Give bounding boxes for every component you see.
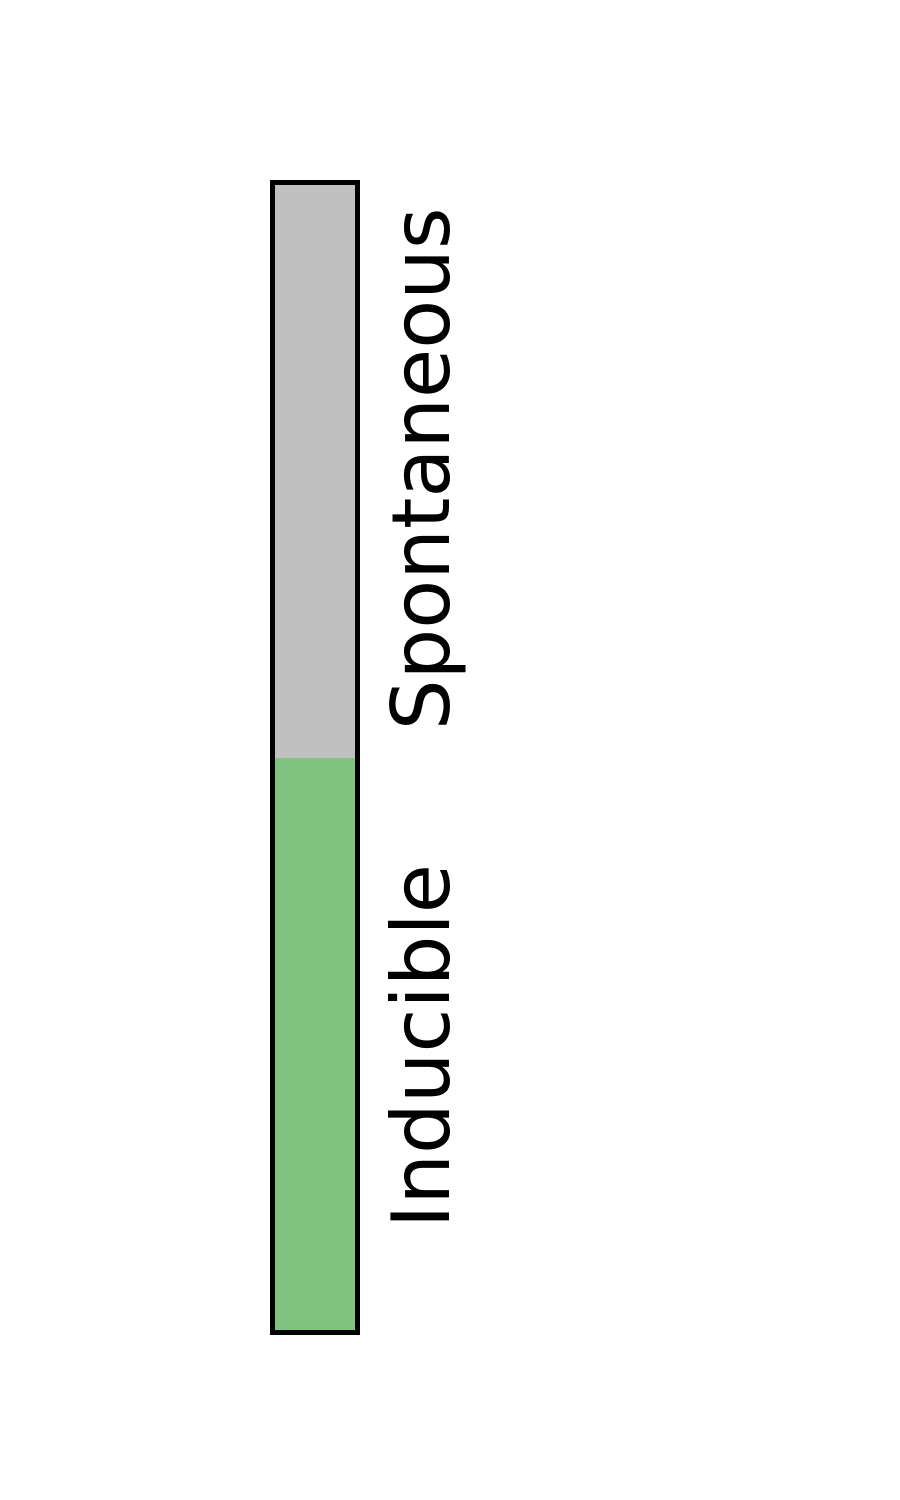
label-inducible: Inducible <box>375 864 468 1229</box>
segment-inducible <box>275 757 355 1330</box>
segment-spontaneous <box>275 185 355 758</box>
label-spontaneous: Spontaneous <box>375 207 468 731</box>
category-color-bar <box>270 180 360 1335</box>
